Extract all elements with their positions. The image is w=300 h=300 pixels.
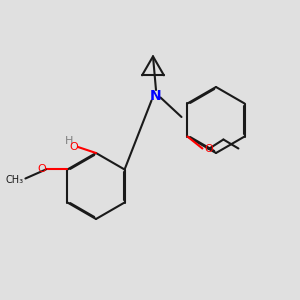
Text: O: O [37,164,46,175]
Text: CH₃: CH₃ [6,175,24,185]
Text: O: O [204,144,213,154]
Text: O: O [69,142,78,152]
Text: H: H [65,136,74,146]
Text: N: N [150,89,162,103]
